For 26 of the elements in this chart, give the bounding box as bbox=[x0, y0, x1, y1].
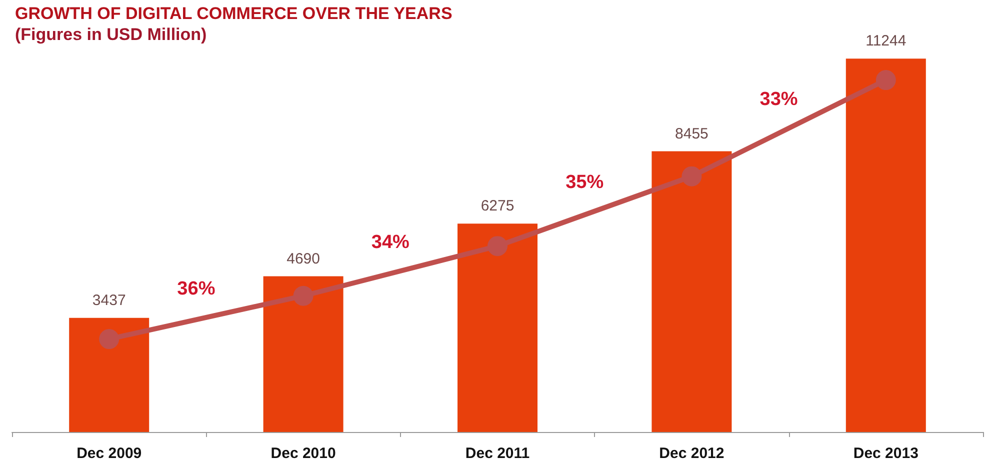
annotation: 36% bbox=[177, 278, 216, 300]
data-label: 11244 bbox=[866, 32, 906, 50]
data-label: 8455 bbox=[675, 125, 708, 142]
annotation: 33% bbox=[760, 89, 798, 110]
point bbox=[682, 166, 702, 186]
point bbox=[293, 286, 314, 306]
x-tick-label: Dec 2012 bbox=[659, 445, 724, 462]
chart-subtitle: (Figures in USD Million) bbox=[15, 25, 207, 44]
bar bbox=[458, 224, 538, 432]
chart-title: GROWTH OF DIGITAL COMMERCE OVER THE YEARS bbox=[15, 4, 452, 23]
annotation: 35% bbox=[566, 172, 604, 194]
data-label: 4690 bbox=[286, 250, 320, 268]
point bbox=[876, 70, 896, 90]
data-label: 3437 bbox=[92, 292, 126, 309]
annotation: 34% bbox=[371, 232, 410, 253]
x-tick-label: Dec 2011 bbox=[465, 445, 530, 462]
x-tick-label: Dec 2010 bbox=[270, 445, 336, 462]
data-label: 6275 bbox=[480, 198, 514, 215]
bar bbox=[846, 58, 926, 432]
point bbox=[99, 329, 120, 350]
bar bbox=[69, 318, 150, 432]
point bbox=[488, 236, 508, 256]
x-tick-label: Dec 2013 bbox=[853, 445, 918, 462]
bar bbox=[652, 151, 732, 432]
bar bbox=[263, 276, 344, 432]
x-tick-label: Dec 2009 bbox=[76, 445, 142, 462]
